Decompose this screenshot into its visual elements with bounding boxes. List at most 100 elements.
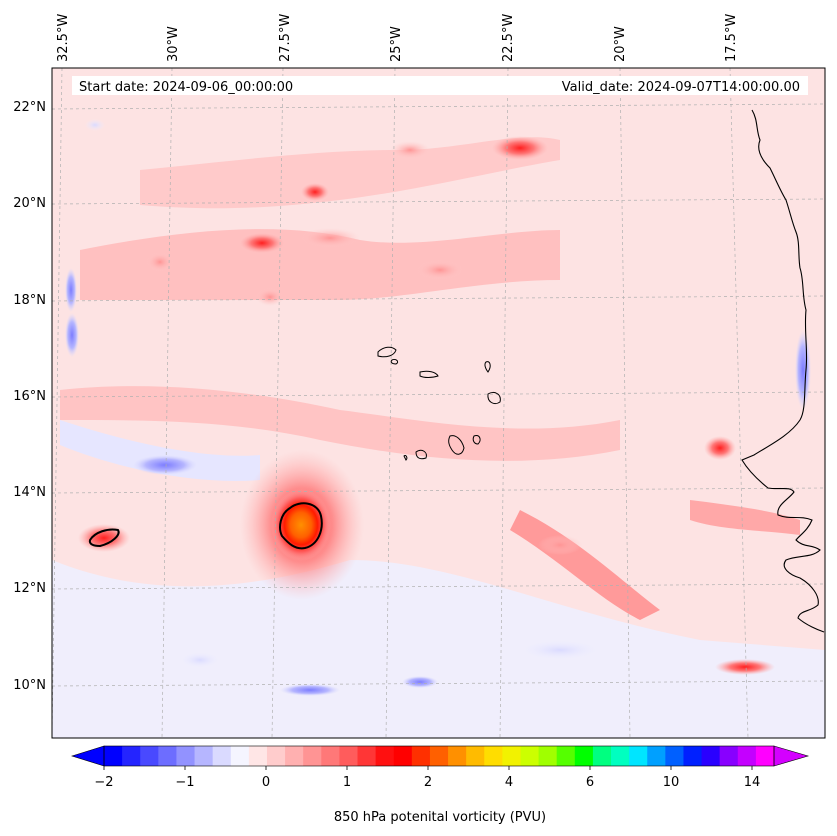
colorbar-cell: [556, 746, 576, 766]
cb-tick-label: 6: [586, 775, 594, 790]
island-boa-vista: [487, 391, 501, 405]
colorbar-cell: [411, 746, 431, 766]
colorbar-cell: [484, 746, 503, 766]
island-fogo: [415, 449, 427, 460]
red-blob-5: [704, 436, 736, 460]
colorbar-cell: [158, 746, 177, 766]
map-field-layer: [52, 68, 825, 738]
start-date-label: Start date: 2024-09-06_00:00:00: [79, 80, 293, 95]
red-blob-1: [240, 233, 284, 253]
red-blob-10: [146, 252, 174, 272]
colorbar-frame: [103, 745, 775, 767]
colorbar-cell: [755, 746, 775, 766]
island-sao-vicente: [390, 359, 399, 365]
colorbar-cell: [592, 746, 612, 766]
island-sao-nicolau: [419, 370, 439, 378]
colorbar-cell: [611, 746, 630, 766]
lat-label-14n: 14°N: [13, 485, 46, 500]
colorbar-cell: [285, 746, 304, 766]
cb-tick-label: 10: [663, 775, 680, 790]
cb-tick-label: 2: [424, 775, 432, 790]
lat-label-16n: 16°N: [13, 389, 46, 404]
blue-feature-west-1: [65, 268, 77, 312]
cb-tick-label: −1: [175, 775, 194, 790]
colorbar-cell: [466, 746, 485, 766]
colorbar-extend-high: [773, 745, 810, 767]
island-santo-antao: [377, 346, 397, 358]
lat-label-22n: 22°N: [13, 100, 46, 115]
low-pv-band-south: [52, 560, 825, 738]
vortex-west-halo: [78, 524, 130, 552]
blue-feature-south-1: [280, 684, 340, 696]
red-blob-9: [256, 288, 284, 306]
colorbar-extend-low: [70, 745, 105, 767]
island-santiago: [448, 435, 465, 455]
lat-label-18n: 18°N: [13, 293, 46, 308]
red-blob-8: [390, 141, 430, 159]
colorbar-cell: [647, 746, 666, 766]
colorbar-cell: [230, 746, 250, 766]
colorbar-cell: [574, 746, 594, 766]
colorbar-cell: [429, 746, 449, 766]
low-pv-band-mid: [60, 420, 260, 481]
vortex-main-contour: [279, 502, 323, 550]
blue-feature-south-4: [520, 640, 600, 660]
lon-label-17.5w: 17.5°W: [724, 14, 739, 62]
red-blob-3: [300, 228, 360, 248]
colorbar-cell: [665, 746, 684, 766]
colorbar-cell: [357, 746, 377, 766]
lon-label-27.5w: 27.5°W: [278, 14, 293, 62]
map-frame: [51, 67, 826, 739]
blue-feature-north: [85, 119, 105, 131]
lon-label-20w: 20°W: [613, 26, 628, 62]
cb-tick-label: 4: [505, 775, 513, 790]
colorbar-cell: [104, 746, 123, 766]
vortex-west-contour: [88, 528, 120, 548]
blue-feature-east: [795, 330, 811, 410]
colorbar-cell: [538, 746, 558, 766]
coastline-africa: [741, 109, 825, 633]
red-blob-11: [416, 260, 464, 280]
island-maio: [472, 435, 481, 445]
colorbar-title: 850 hPa potenital vorticity (PVU): [334, 810, 546, 825]
colorbar-cell: [737, 746, 757, 766]
cb-tick-label: 1: [343, 775, 351, 790]
colorbar-cell: [502, 746, 521, 766]
lat-label-20n: 20°N: [13, 196, 46, 211]
colorbar-cell: [629, 746, 648, 766]
colorbar-cell: [248, 746, 268, 766]
blue-feature-south-2: [402, 676, 438, 688]
lon-label-32.5w: 32.5°W: [56, 14, 71, 62]
colorbar-cell: [176, 746, 196, 766]
colorbar: −2 −1 0 1 2 4 6 10 14 850 hPa potenital …: [70, 745, 810, 825]
blue-feature-west-2: [65, 313, 79, 357]
blue-feature-mid: [133, 455, 197, 475]
colorbar-cells: [104, 746, 775, 766]
lon-label-22.5w: 22.5°W: [501, 14, 516, 62]
colorbar-cell: [194, 746, 214, 766]
lon-label-25w: 25°W: [389, 26, 404, 62]
colorbar-cell: [140, 746, 159, 766]
lat-tick-labels: 22°N 20°N 18°N 16°N 14°N 12°N 10°N: [13, 100, 46, 693]
lon-label-30w: 30°W: [166, 26, 181, 62]
red-blob-6: [715, 659, 775, 675]
colorbar-cell: [719, 746, 739, 766]
red-blob-2: [492, 136, 548, 160]
colorbar-cell: [321, 746, 340, 766]
colorbar-cell: [122, 746, 141, 766]
colorbar-cell: [393, 746, 413, 766]
cb-tick-label: −2: [94, 775, 113, 790]
colorbar-cell: [375, 746, 395, 766]
valid-date-label: Valid_date: 2024-09-07T14:00:00.00: [562, 80, 800, 95]
lat-label-12n: 12°N: [13, 581, 46, 596]
colorbar-cell: [303, 746, 322, 766]
red-blob-4: [301, 183, 329, 201]
colorbar-cell: [520, 746, 540, 766]
gridlines: [52, 68, 825, 738]
cb-tick-label: 0: [262, 775, 270, 790]
cb-tick-label: 14: [744, 775, 761, 790]
colorbar-cell: [683, 746, 703, 766]
colorbar-cell: [448, 746, 467, 766]
colorbar-cell: [212, 746, 232, 766]
colorbar-ticks: [103, 766, 753, 770]
